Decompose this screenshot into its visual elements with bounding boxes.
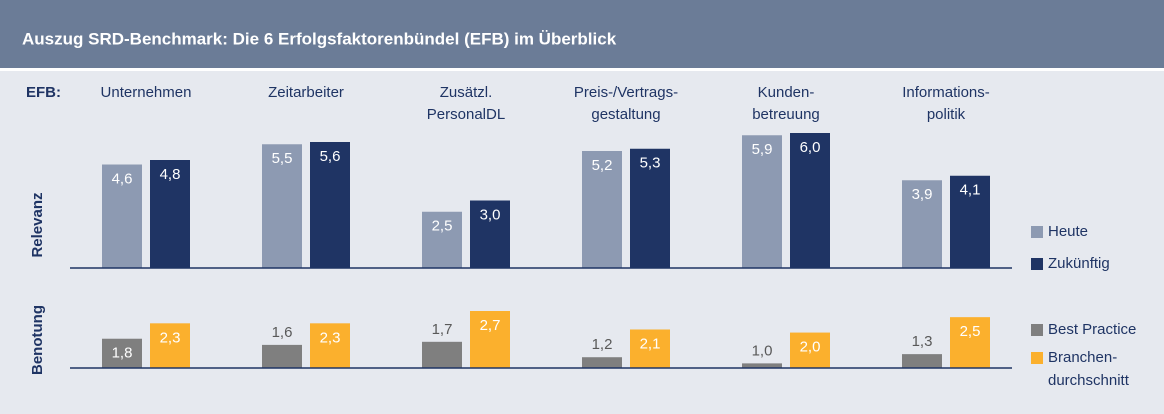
value-label: 1,6: [272, 324, 293, 341]
value-label: 5,6: [320, 148, 341, 165]
bar: [630, 148, 670, 268]
bar: [582, 357, 622, 368]
value-label: 1,0: [752, 342, 773, 359]
value-label: 2,5: [432, 218, 453, 235]
value-label: 2,7: [480, 317, 501, 334]
header-title: Auszug SRD-Benchmark: Die 6 Erfolgsfakto…: [22, 29, 617, 48]
bar: [582, 151, 622, 268]
bar: [422, 211, 462, 268]
x-tick-label: Preis-/Vertrags-: [574, 84, 678, 101]
header-divider: [0, 68, 1164, 71]
bar: [630, 329, 670, 368]
value-label: 2,1: [640, 335, 661, 352]
category-label: EFB:: [26, 84, 61, 101]
legend-swatch: [1031, 258, 1043, 270]
value-label: 2,3: [160, 329, 181, 346]
value-label: 6,0: [800, 139, 821, 156]
legend-label: Zukünftig: [1048, 255, 1110, 272]
x-tick-label: Zeitarbeiter: [268, 84, 344, 101]
x-tick-label: Zusätzl.: [440, 84, 493, 101]
value-label: 1,2: [592, 336, 613, 353]
value-label: 5,9: [752, 141, 773, 158]
value-label: 4,8: [160, 166, 181, 183]
x-tick-label: Informations-: [902, 84, 990, 101]
bar: [742, 363, 782, 368]
bar: [470, 311, 510, 368]
value-label: 3,9: [912, 186, 933, 203]
x-tick-label: betreuung: [752, 106, 820, 123]
bar: [790, 133, 830, 268]
value-label: 4,1: [960, 182, 981, 199]
y-axis-label: Benotung: [29, 305, 46, 375]
legend-swatch: [1031, 324, 1043, 336]
value-label: 2,0: [800, 339, 821, 356]
legend-label: Heute: [1048, 223, 1088, 240]
legend-label: durchschnitt: [1048, 372, 1130, 389]
value-label: 5,2: [592, 157, 613, 174]
value-label: 2,5: [960, 323, 981, 340]
value-label: 5,3: [640, 155, 661, 172]
bar: [902, 180, 942, 268]
x-tick-label: Unternehmen: [101, 84, 192, 101]
legend-swatch: [1031, 226, 1043, 238]
legend-label: Branchen-: [1048, 349, 1117, 366]
x-tick-label: gestaltung: [591, 106, 660, 123]
value-label: 4,6: [112, 170, 133, 187]
value-label: 1,8: [112, 345, 133, 362]
value-label: 2,3: [320, 329, 341, 346]
y-axis-label: Relevanz: [29, 192, 46, 257]
legend-label: Best Practice: [1048, 321, 1136, 338]
value-label: 3,0: [480, 206, 501, 223]
bar: [102, 338, 142, 368]
bar: [150, 323, 190, 368]
bar: [102, 164, 142, 268]
header-bar: [0, 0, 1164, 68]
bar: [950, 175, 990, 268]
bar: [150, 160, 190, 268]
bar: [262, 344, 302, 368]
x-tick-label: Kunden-: [758, 84, 815, 101]
bar: [310, 142, 350, 268]
value-label: 5,5: [272, 150, 293, 167]
value-label: 1,3: [912, 333, 933, 350]
x-tick-label: PersonalDL: [427, 106, 505, 123]
bar: [262, 144, 302, 268]
bar: [742, 135, 782, 268]
bar: [470, 200, 510, 268]
bar: [310, 323, 350, 368]
legend-swatch: [1031, 352, 1043, 364]
bar: [950, 317, 990, 368]
bar: [902, 354, 942, 368]
x-tick-label: politik: [927, 106, 966, 123]
value-label: 1,7: [432, 321, 453, 338]
bar: [790, 332, 830, 368]
bar: [422, 341, 462, 368]
